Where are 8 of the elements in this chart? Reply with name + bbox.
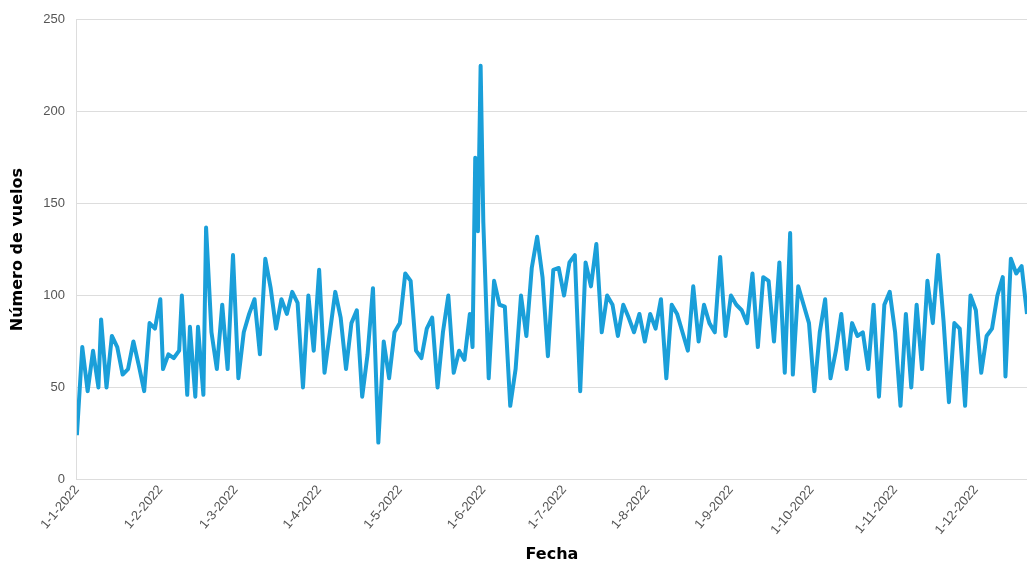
- y-tick-label: 0: [57, 470, 65, 486]
- x-axis-title: Fecha: [525, 543, 579, 563]
- y-tick-label: 50: [50, 379, 65, 395]
- y-tick-label: 200: [43, 103, 65, 119]
- y-tick-label: 250: [43, 11, 65, 27]
- y-tick-label: 100: [43, 287, 65, 303]
- y-axis-title: Número de vuelos: [6, 167, 26, 332]
- y-tick-label: 150: [43, 195, 65, 211]
